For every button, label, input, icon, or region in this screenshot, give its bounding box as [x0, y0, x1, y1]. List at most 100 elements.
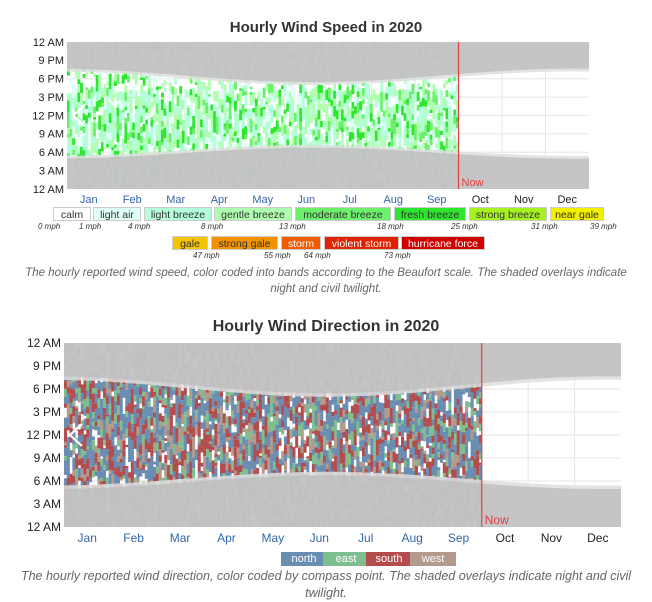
data-cell — [429, 122, 433, 131]
data-cell — [105, 460, 109, 471]
data-cell — [114, 406, 118, 410]
data-cell — [206, 466, 210, 470]
data-cell — [445, 137, 449, 149]
data-cell — [94, 465, 98, 472]
data-cell — [136, 417, 140, 420]
data-cell — [119, 110, 123, 118]
data-cell — [250, 450, 254, 459]
data-cell — [217, 423, 221, 432]
data-cell — [66, 411, 70, 418]
data-cell — [222, 413, 226, 424]
data-cell — [132, 148, 136, 154]
data-cell — [75, 417, 79, 427]
data-cell — [364, 122, 368, 133]
data-cell — [69, 450, 73, 458]
data-cell — [359, 87, 363, 94]
data-cell — [82, 105, 86, 112]
data-cell — [111, 470, 115, 475]
data-cell — [231, 447, 235, 456]
data-cell — [206, 449, 210, 457]
data-cell — [189, 448, 193, 452]
data-cell — [205, 143, 209, 151]
data-cell — [323, 421, 327, 427]
data-cell — [323, 399, 327, 405]
data-cell — [323, 462, 327, 466]
data-cell — [220, 112, 224, 122]
data-cell — [75, 479, 79, 488]
data-cell — [283, 86, 287, 97]
data-cell — [256, 456, 260, 465]
data-cell — [306, 398, 310, 405]
data-cell — [197, 473, 201, 477]
data-cell — [114, 409, 118, 414]
data-cell — [317, 448, 321, 454]
data-cell — [437, 130, 441, 138]
data-cell — [414, 94, 418, 103]
data-cell — [178, 409, 182, 419]
data-cell — [77, 411, 81, 416]
data-cell — [330, 116, 334, 125]
data-cell — [128, 394, 132, 404]
data-cell — [292, 470, 296, 475]
data-cell — [214, 445, 218, 454]
data-cell — [317, 400, 321, 411]
data-cell — [341, 91, 344, 102]
data-cell — [331, 416, 335, 427]
data-cell — [64, 478, 68, 487]
data-cell — [127, 112, 130, 122]
data-cell — [67, 118, 70, 129]
data-cell — [108, 102, 112, 114]
data-cell — [448, 129, 451, 137]
data-cell — [311, 438, 315, 449]
data-cell — [186, 405, 190, 411]
data-cell — [141, 464, 146, 467]
data-cell — [153, 391, 157, 397]
data-cell — [342, 463, 346, 468]
data-cell — [253, 433, 257, 445]
data-cell — [90, 92, 94, 98]
data-cell — [155, 132, 159, 142]
data-cell — [140, 99, 143, 104]
data-cell — [203, 429, 207, 433]
data-cell — [220, 128, 224, 135]
data-cell — [206, 392, 210, 402]
data-cell — [421, 113, 425, 125]
data-cell — [247, 445, 251, 457]
data-cell — [66, 387, 70, 394]
data-cell — [147, 95, 151, 106]
data-cell — [297, 403, 302, 408]
data-cell — [141, 466, 146, 470]
data-cell — [339, 438, 343, 449]
data-cell — [103, 115, 107, 125]
data-cell — [450, 139, 454, 146]
data-cell — [172, 390, 176, 395]
data-cell — [253, 422, 257, 431]
data-cell — [155, 90, 159, 101]
data-cell — [163, 127, 167, 139]
data-cell — [239, 423, 243, 434]
data-cell — [416, 92, 420, 102]
data-cell — [119, 387, 123, 390]
data-cell — [215, 91, 219, 94]
data-cell — [108, 477, 112, 488]
data-cell — [114, 382, 118, 391]
data-cell — [102, 407, 107, 415]
data-cell — [100, 90, 104, 94]
data-cell — [225, 402, 229, 409]
data-cell — [286, 139, 290, 146]
data-cell — [292, 407, 296, 414]
data-cell — [299, 130, 303, 134]
data-cell — [114, 400, 118, 407]
data-cell — [311, 402, 315, 410]
data-cell — [408, 118, 412, 129]
data-cell — [231, 460, 235, 469]
data-cell — [244, 111, 248, 118]
data-cell — [281, 98, 284, 106]
legend-item: light breeze — [144, 207, 212, 221]
data-cell — [103, 124, 107, 132]
data-cell — [181, 130, 185, 135]
data-cell — [225, 424, 229, 429]
data-cell — [114, 470, 118, 475]
data-cell — [214, 400, 218, 407]
data-cell — [236, 433, 240, 437]
